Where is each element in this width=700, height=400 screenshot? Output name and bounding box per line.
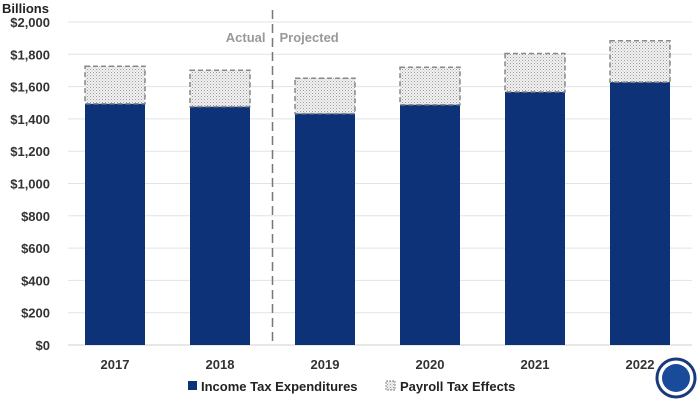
y-tick-label: $1,400 [10, 112, 50, 127]
legend: Income Tax Expenditures Payroll Tax Effe… [188, 379, 515, 394]
y-tick-label: $1,000 [10, 177, 50, 192]
bar-income-tax-2017 [85, 103, 145, 346]
bar-payroll-tax-2019 [294, 77, 356, 115]
y-tick-label: $1,600 [10, 80, 50, 95]
y-tick-label: $1,800 [10, 47, 50, 62]
projected-label: Projected [280, 30, 339, 45]
bar-payroll-tax-2018 [189, 69, 251, 108]
bar-income-tax-2018 [190, 106, 250, 345]
bar-income-tax-2019 [295, 113, 355, 346]
y-tick-label: $1,200 [10, 144, 50, 159]
x-tick-label: 2017 [101, 357, 130, 372]
y-tick-label: $2,000 [10, 15, 50, 30]
y-tick-label: $0 [36, 338, 50, 353]
legend-swatch-income [188, 381, 197, 390]
legend-swatch-payroll [385, 380, 396, 391]
y-tick-label: $600 [21, 241, 50, 256]
x-tick-label: 2020 [416, 357, 445, 372]
bar-payroll-tax-2020 [399, 66, 461, 106]
logo-seal [655, 357, 697, 399]
x-tick-label: 2022 [626, 357, 655, 372]
y-tick-label: $200 [21, 306, 50, 321]
bar-income-tax-2021 [505, 91, 565, 345]
y-tick-label: $800 [21, 209, 50, 224]
actual-label: Actual [226, 30, 266, 45]
bar-payroll-tax-2022 [609, 39, 671, 83]
x-tick-label: 2018 [206, 357, 235, 372]
bar-payroll-tax-2021 [504, 52, 566, 93]
bar-payroll-tax-2017 [84, 65, 146, 105]
legend-label-payroll: Payroll Tax Effects [400, 379, 515, 394]
bar-income-tax-2022 [610, 82, 670, 345]
x-tick-label: 2019 [311, 357, 340, 372]
bar-income-tax-2020 [400, 104, 460, 345]
y-tick-label: $400 [21, 273, 50, 288]
y-axis-unit-label: Billions [2, 1, 49, 16]
x-tick-label: 2021 [521, 357, 550, 372]
legend-label-income: Income Tax Expenditures [201, 379, 358, 394]
